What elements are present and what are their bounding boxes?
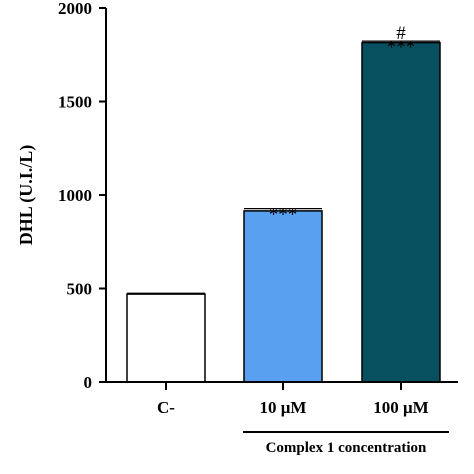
y-tick-label: 2000 xyxy=(58,0,92,18)
x-tick-label: 10 μM xyxy=(260,398,307,417)
x-tick-label: C- xyxy=(157,398,175,417)
y-axis-title: DHL (U.I./L) xyxy=(16,145,37,246)
y-tick-label: 1000 xyxy=(58,186,92,205)
y-axis: 0 500 1000 1500 2000 xyxy=(58,0,107,392)
y-tick-label: 1500 xyxy=(58,93,92,112)
group-label: Complex 1 concentration xyxy=(266,440,427,456)
y-tick-label: 0 xyxy=(84,373,93,392)
bar-1 xyxy=(243,210,323,383)
x-axis: C- 10 μM 100 μM Complex 1 concentration xyxy=(106,381,458,456)
significance-label: # xyxy=(396,23,406,44)
x-tick-label: 100 μM xyxy=(373,398,428,417)
bars: ***#*** xyxy=(126,23,441,383)
bar-0 xyxy=(126,293,206,383)
significance-label: *** xyxy=(387,37,416,58)
y-tick-label: 500 xyxy=(67,280,93,299)
significance-label: *** xyxy=(269,205,298,226)
bar-2 xyxy=(361,41,441,383)
